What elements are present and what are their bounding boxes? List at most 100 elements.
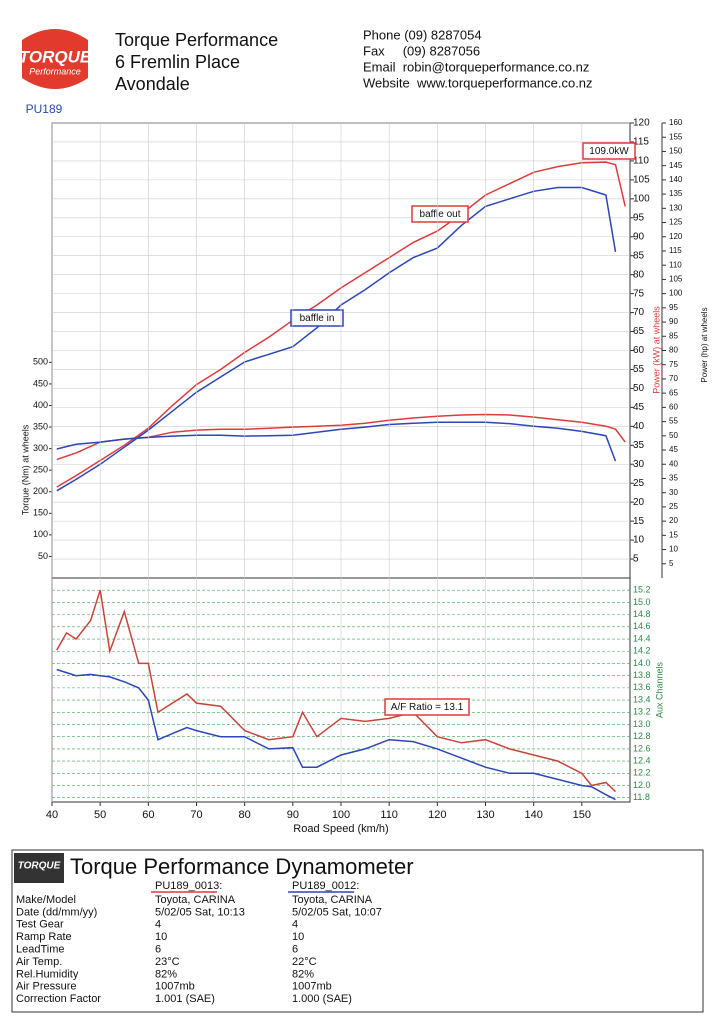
annotation-box (290, 309, 344, 327)
y-tick-label: 15.0 (633, 597, 651, 607)
y2-tick-label: 65 (633, 326, 645, 337)
x-tick-label: 70 (190, 809, 202, 821)
annotation-box (582, 142, 636, 160)
y-tick-label: 50 (38, 551, 48, 561)
y2-tick-label: 5 (633, 554, 639, 565)
y-tick-label: 400 (33, 400, 48, 410)
y-tick-label: 14.2 (633, 646, 651, 656)
table-frame (11, 849, 704, 1013)
y-tick-label: 13.2 (633, 707, 651, 717)
y-tick-label: 14.8 (633, 609, 651, 619)
y-tick-label: 12.6 (633, 743, 651, 753)
company-line: 6 Fremlin Place (115, 52, 240, 72)
y2-tick-label: 60 (633, 345, 645, 356)
table-cell: 10 (155, 931, 167, 943)
y-tick-label: 150 (33, 508, 48, 518)
afr-line (56, 589, 617, 793)
annotation: A/F Ratio = 13.1 (391, 702, 464, 713)
table-cell: 5/02/05 Sat, 10:07 (292, 906, 382, 918)
x-tick-label: 60 (142, 809, 154, 821)
contact-line: Website www.torqueperformance.co.nz (363, 75, 593, 90)
y2-tick-label: 90 (633, 231, 645, 242)
y-tick-label: 12.4 (633, 755, 651, 765)
x-tick-label: 40 (46, 809, 58, 821)
y3-tick-label: 95 (669, 303, 678, 312)
table-cell: 6 (292, 944, 298, 956)
y3-tick-label: 140 (669, 175, 683, 184)
table-cell: Air Pressure (16, 981, 77, 993)
y2-tick-label: 105 (633, 175, 650, 186)
table-cell: 4 (292, 919, 298, 931)
table-cell: Test Gear (16, 919, 64, 931)
table-logo (14, 853, 64, 883)
y3-tick-label: 45 (669, 445, 678, 454)
y-tick-label: 200 (33, 486, 48, 496)
contact-line: Phone (09) 8287054 (363, 27, 482, 42)
y2-tick-label: 50 (633, 383, 645, 394)
y2-tick-label: 85 (633, 250, 645, 261)
contact-line: Email robin@torqueperformance.co.nz (363, 59, 589, 74)
y2-tick-label: 80 (633, 269, 645, 280)
y3-tick-label: 75 (669, 360, 678, 369)
y3-tick-label: 85 (669, 331, 678, 340)
y3-tick-label: 65 (669, 388, 678, 397)
table-cell: Ramp Rate (16, 931, 72, 943)
y3-tick-label: 120 (669, 232, 683, 241)
x-tick-label: 150 (573, 809, 591, 821)
y3-tick-label: 80 (669, 346, 678, 355)
y-axis-label: Aux Channels (654, 661, 664, 718)
y2-tick-label: 30 (633, 459, 645, 470)
y2-tick-label: 25 (633, 478, 645, 489)
y2-tick-label: 45 (633, 402, 645, 413)
y3-tick-label: 155 (669, 132, 683, 141)
table-cell: 10 (292, 931, 304, 943)
company-line: Avondale (115, 74, 190, 94)
x-tick-label: 140 (524, 809, 542, 821)
y2-tick-label: 70 (633, 307, 645, 318)
y-tick-label: 14.6 (633, 621, 651, 631)
y2-tick-label: 115 (633, 137, 649, 148)
table-cell: 1007mb (155, 981, 195, 993)
table-cell: Air Temp. (16, 956, 62, 968)
annotation: 109.0kW (589, 146, 629, 157)
table-cell: 82% (292, 968, 314, 980)
y3-tick-label: 110 (669, 260, 682, 269)
y-tick-label: 13.4 (633, 694, 651, 704)
y-axis-label: Torque (Nm) at wheels (20, 424, 30, 515)
x-tick-label: 100 (332, 809, 350, 821)
code: PU189 (26, 102, 63, 116)
x-tick-label: 90 (287, 809, 299, 821)
y-tick-label: 500 (33, 357, 48, 367)
x-tick-label: 130 (476, 809, 494, 821)
afr-line (56, 668, 616, 801)
y-tick-label: 300 (33, 443, 48, 453)
y-tick-label: 14.0 (633, 658, 651, 668)
y2-tick-label: 10 (633, 535, 645, 546)
y3-tick-label: 30 (669, 488, 678, 497)
y3-tick-label: 40 (669, 459, 678, 468)
y-tick-label: 15.2 (633, 585, 651, 595)
y2-tick-label: 35 (633, 440, 645, 451)
column-head: PU189_0013: (155, 880, 222, 892)
y-tick-label: 12.2 (633, 768, 651, 778)
y3-tick-label: 100 (669, 289, 683, 298)
y-tick-label: 13.6 (633, 682, 651, 692)
y3-tick-label: 25 (669, 502, 678, 511)
x-tick-label: 50 (94, 809, 106, 821)
y3-tick-label: 50 (669, 431, 678, 440)
y2-tick-label: 20 (633, 497, 645, 508)
y3-tick-label: 90 (669, 317, 678, 326)
table-cell: 6 (155, 944, 161, 956)
table-cell: Make/Model (16, 894, 76, 906)
y2-tick-label: 15 (633, 516, 645, 527)
company-line: Torque Performance (115, 30, 278, 50)
x-tick-label: 120 (428, 809, 446, 821)
y-tick-label: 450 (33, 378, 48, 388)
column-head: PU189_0012: (292, 880, 359, 892)
y-tick-label: 350 (33, 421, 48, 431)
y2-tick-label: 55 (633, 364, 645, 375)
table-cell: 82% (155, 968, 177, 980)
y3-tick-label: 135 (669, 189, 683, 198)
